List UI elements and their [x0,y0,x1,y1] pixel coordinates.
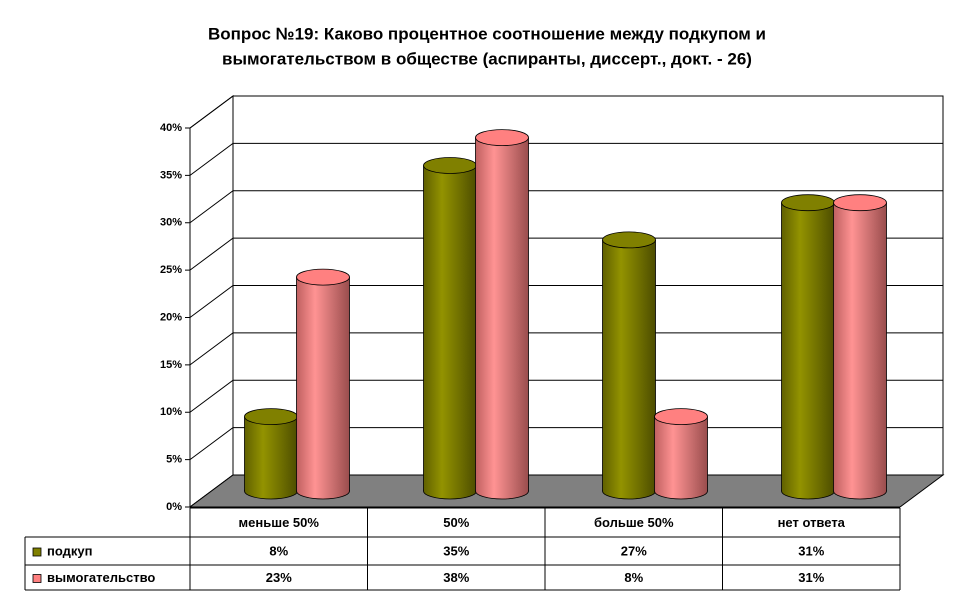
y-tick-label: 40% [160,122,182,134]
bar-body [296,277,350,491]
bar-top [654,408,708,426]
y-tick-label: 5% [166,454,182,466]
x-tick-label: нет ответа [778,515,846,530]
y-tick-label: 20% [160,311,182,323]
grid-line [189,237,943,271]
x-tick-label: 50% [443,515,469,530]
bar [654,408,708,500]
bar-top [833,194,887,212]
x-tick-label: больше 50% [594,515,674,530]
y-tick-label: 0% [166,501,182,513]
bar-top [296,268,350,286]
bar [423,157,477,500]
x-tick-label: меньше 50% [239,515,320,530]
bar-body [833,202,887,491]
floor [188,474,945,508]
bar-top [781,194,835,212]
bar [475,129,529,500]
legend-swatch [32,574,42,583]
bar-body [781,202,835,491]
y-tick-label: 10% [160,406,182,418]
bar [781,194,835,500]
bar [296,268,350,500]
bar-top [423,157,477,174]
legend-label: вымогательство [47,570,155,585]
legend-label: подкуп [47,543,92,558]
bar-body [602,239,656,491]
data-label: 23% [266,570,292,585]
legend-swatch [32,547,42,557]
grid-line [189,142,943,176]
bar [833,194,887,500]
bar-body [244,416,298,491]
grid-line [189,379,943,413]
grid-line [189,95,943,129]
data-label: 38% [443,570,469,585]
bar [244,408,298,500]
bar-body [654,416,708,491]
data-label: 31% [798,543,824,558]
grid-line [189,190,943,224]
bar-top [475,129,529,147]
bar [602,231,656,500]
bar-top [244,408,298,426]
data-label: 27% [621,543,647,558]
bar-top [602,231,656,249]
grid-line [189,285,943,318]
data-label: 8% [269,543,288,558]
y-tick-label: 15% [160,359,182,371]
bar-body [423,165,477,491]
y-tick-label: 25% [160,264,182,276]
y-tick-label: 35% [160,169,182,181]
bar-body [475,137,529,491]
grid-line [189,332,943,366]
y-tick-label: 30% [160,217,182,229]
chart-title: Вопрос №19: Каково процентное соотношени… [208,24,766,43]
data-label: 8% [624,570,643,585]
data-label: 35% [443,543,469,558]
data-label: 31% [798,570,824,585]
chart-title: вымогательством в обществе (аспиранты, д… [222,49,752,68]
